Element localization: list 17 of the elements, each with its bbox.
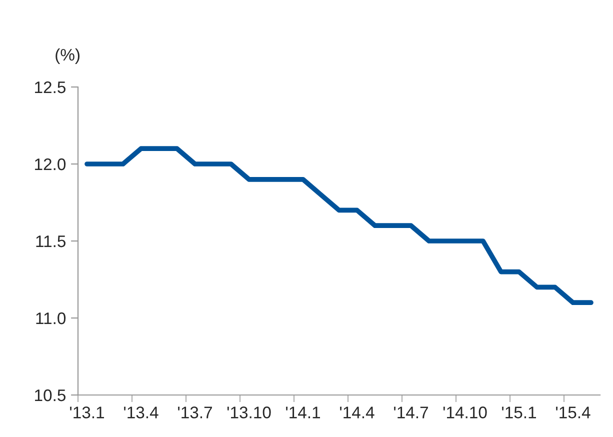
- y-tick-label: 11.5: [36, 236, 66, 248]
- x-tick-label: '13.1: [70, 406, 104, 418]
- x-tick-label: '13.4: [124, 406, 158, 418]
- line-series: [84, 146, 594, 306]
- y-tick-label: 12.5: [35, 81, 66, 94]
- x-tick-label: '13.7: [178, 406, 212, 418]
- x-tick-label: '14.4: [340, 406, 374, 418]
- y-tick-label: 12.0: [35, 158, 66, 170]
- x-tick-label: '15.4: [556, 406, 590, 418]
- x-tick-label: '13.10: [227, 406, 271, 418]
- y-axis-title: (%): [56, 48, 80, 64]
- x-tick-label: '14.7: [394, 406, 428, 418]
- y-tick-label: 11.0: [36, 312, 66, 324]
- y-tick-label: 10.5: [35, 389, 66, 402]
- x-tick-label: '14.1: [286, 406, 320, 418]
- x-tick-label: '15.1: [502, 406, 536, 418]
- x-tick-label: '14.10: [443, 406, 487, 418]
